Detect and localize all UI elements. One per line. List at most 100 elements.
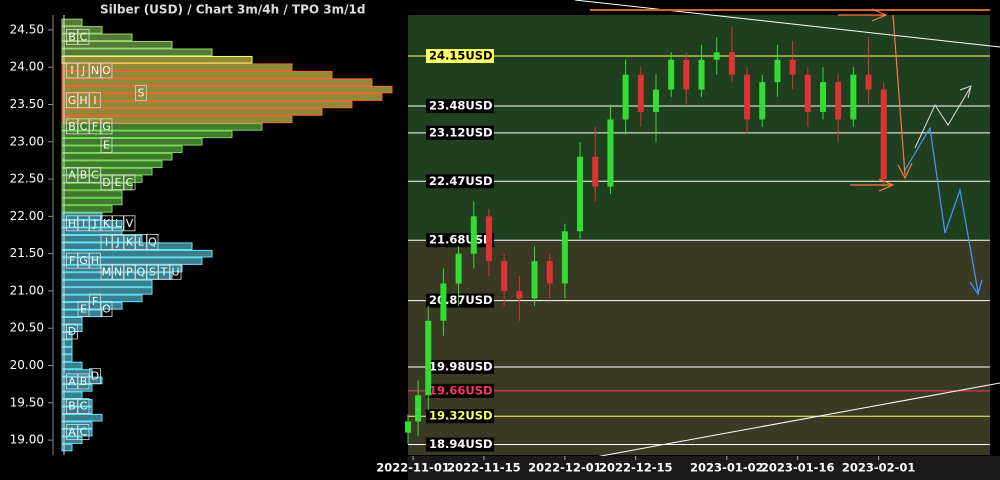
- tpo-letter: F: [69, 254, 75, 267]
- profile-bar: [61, 48, 213, 57]
- level-label-bg: [426, 409, 494, 424]
- profile-bar: [61, 428, 93, 437]
- profile-bar: [61, 249, 213, 258]
- zone-lower: [408, 240, 990, 455]
- profile-bar: [61, 63, 293, 72]
- tpo-letter: A: [68, 426, 76, 439]
- candle-body: [759, 82, 766, 120]
- tpo-box: [77, 215, 90, 232]
- profile-bar: [61, 33, 133, 42]
- x-axis-bar: [408, 456, 1000, 480]
- candle-body: [683, 59, 690, 90]
- profile-bar: [61, 26, 103, 34]
- tpo-box: [100, 215, 113, 232]
- candle-body: [819, 82, 826, 112]
- level-label-bg: [426, 174, 494, 189]
- candle-body: [440, 283, 447, 321]
- tpo-box: [66, 373, 78, 390]
- tpo-letter: J: [81, 64, 85, 77]
- profile-bar: [61, 70, 333, 79]
- tpo-box: [66, 215, 78, 232]
- tpo-box: [66, 166, 78, 183]
- tpo-letter: I: [70, 64, 73, 77]
- candle-body: [607, 119, 614, 187]
- tpo-box: [169, 263, 182, 280]
- tpo-box: [100, 301, 113, 317]
- tpo-letter: P: [126, 265, 133, 278]
- candle-body: [652, 89, 659, 112]
- candle-body: [698, 59, 705, 90]
- tpo-letter: H: [91, 254, 99, 267]
- x-tick-label: 2022-11-01: [376, 461, 450, 475]
- tpo-letter: E: [103, 139, 110, 152]
- profile-bar: [61, 152, 173, 161]
- tpo-letter: C: [91, 168, 99, 181]
- profile-bar: [61, 137, 203, 146]
- profile-bar: [61, 398, 93, 407]
- arrow: [850, 178, 895, 192]
- profile-bar: [61, 100, 353, 109]
- candle-body: [668, 59, 675, 90]
- tpo-letter: V: [126, 217, 134, 230]
- profile-bar: [61, 413, 103, 422]
- tpo-box: [112, 234, 124, 250]
- candle-body: [804, 74, 811, 112]
- tpo-box: [123, 234, 136, 250]
- tpo-letter: S: [138, 86, 145, 99]
- tpo-letter: O: [102, 64, 111, 77]
- tpo-letter: A: [68, 375, 76, 388]
- tpo-box: [135, 263, 147, 280]
- profile-bar: [61, 145, 183, 154]
- tpo-letter: S: [149, 265, 156, 278]
- profile-bar: [61, 212, 103, 221]
- level-label: 19.32USD: [429, 409, 493, 423]
- candle-body: [880, 89, 887, 180]
- y-tick-label: 21.50: [10, 246, 44, 260]
- profile-bar: [61, 18, 83, 27]
- tpo-box: [100, 118, 113, 135]
- tpo-letter: N: [114, 265, 122, 278]
- tpo-letter: Q: [137, 265, 146, 278]
- tpo-letter: G: [79, 254, 88, 267]
- tpo-letter: A: [68, 168, 76, 181]
- tpo-letter: G: [102, 120, 111, 133]
- candle-body: [455, 253, 462, 284]
- candle-body: [577, 156, 584, 232]
- tpo-letter: Q: [148, 235, 157, 248]
- level-label-bg: [426, 49, 494, 64]
- y-tick-label: 19.50: [10, 395, 44, 409]
- candle-body: [713, 52, 720, 60]
- profile-bar: [61, 41, 173, 49]
- profile-bar: [61, 436, 83, 444]
- profile-bar: [61, 227, 123, 236]
- tpo-letter: G: [68, 94, 77, 107]
- candle-body: [470, 216, 477, 254]
- projection-arrow: [914, 85, 972, 149]
- profile-bar: [61, 190, 123, 198]
- y-tick-label: 23.00: [10, 134, 44, 148]
- profile-bar: [61, 316, 83, 325]
- tpo-box: [66, 118, 78, 135]
- profile-bar: [61, 78, 373, 86]
- tpo-letter: C: [126, 176, 134, 189]
- profile-bar: [61, 197, 123, 206]
- tpo-box: [77, 92, 90, 109]
- profile-bar: [61, 182, 133, 191]
- profile-bar: [61, 175, 143, 183]
- x-tick-label: 2023-01-16: [761, 461, 835, 475]
- tpo-letter: T: [160, 265, 168, 278]
- y-tick-label: 20.50: [10, 321, 44, 335]
- profile-bar: [61, 384, 93, 392]
- candle-body: [592, 156, 599, 187]
- candle-body: [516, 290, 523, 299]
- tpo-box: [112, 263, 124, 280]
- tpo-letter: B: [68, 120, 76, 133]
- tpo-box: [66, 398, 78, 414]
- tpo-letter: D: [68, 325, 76, 338]
- y-tick-label: 24.00: [10, 60, 44, 74]
- tpo-box: [146, 234, 159, 250]
- tpo-box: [146, 263, 159, 280]
- candle-body: [637, 74, 644, 112]
- tpo-box: [89, 62, 101, 79]
